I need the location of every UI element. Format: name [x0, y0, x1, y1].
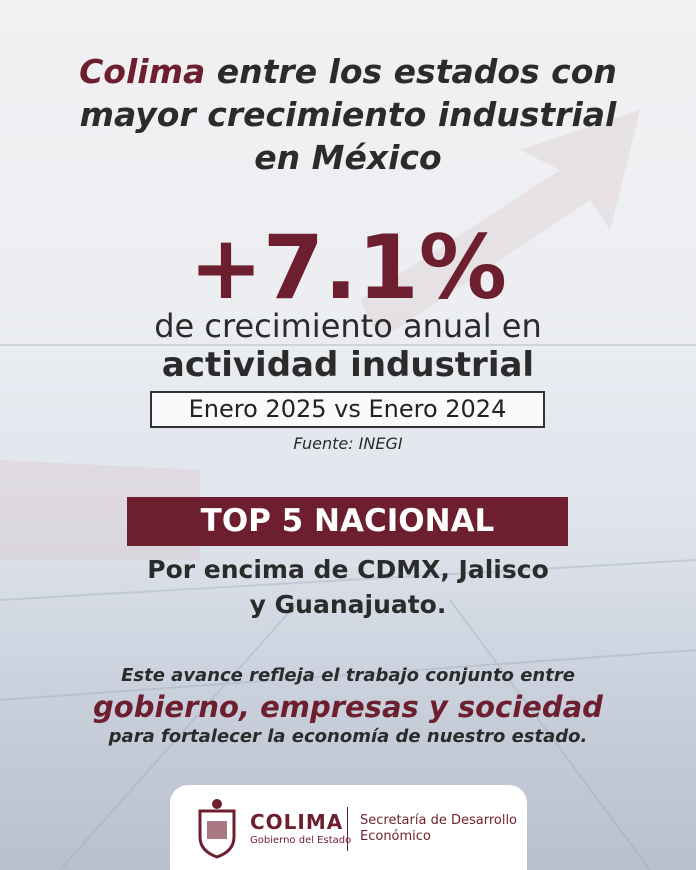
- title-line: Colima entre los estados con: [0, 50, 696, 93]
- ranking-line: y Guanajuato.: [249, 590, 447, 619]
- message-text: para fortalecer la economía de nuestro e…: [108, 726, 588, 747]
- brand-sub: Gobierno del Estado: [250, 835, 352, 846]
- title: Colima entre los estados con mayor creci…: [0, 50, 696, 179]
- stat-text: actividad industrial: [161, 345, 535, 385]
- title-highlight: Colima: [79, 52, 206, 91]
- title-line: mayor crecimiento industrial: [79, 95, 617, 134]
- period-box: Enero 2025 vs Enero 2024: [150, 391, 545, 428]
- ranking-text: Por encima de CDMX, Jalisco y Guanajuato…: [0, 552, 696, 622]
- message-highlight: gobierno, empresas y sociedad: [93, 690, 603, 724]
- title-line: en México: [254, 138, 442, 177]
- separator: [347, 807, 348, 851]
- source: Fuente: INEGI: [293, 434, 403, 453]
- brand: COLIMA: [250, 810, 344, 834]
- ranking-line: Por encima de CDMX, Jalisco: [147, 555, 549, 584]
- stat-value: +7.1%: [189, 216, 507, 319]
- title-text: entre los estados con: [216, 52, 617, 91]
- badge: TOP 5 NACIONAL: [127, 497, 568, 546]
- emblem: [198, 799, 236, 859]
- footer: COLIMA Gobierno del Estado Secretaría de…: [170, 785, 527, 870]
- arrow-shape: [360, 110, 640, 340]
- message-text: Este avance refleja el trabajo conjunto …: [121, 665, 575, 686]
- department: Secretaría de Desarrollo Económico: [360, 813, 518, 844]
- stat-text: de crecimiento anual en: [154, 307, 542, 345]
- bg-structure: [0, 344, 696, 870]
